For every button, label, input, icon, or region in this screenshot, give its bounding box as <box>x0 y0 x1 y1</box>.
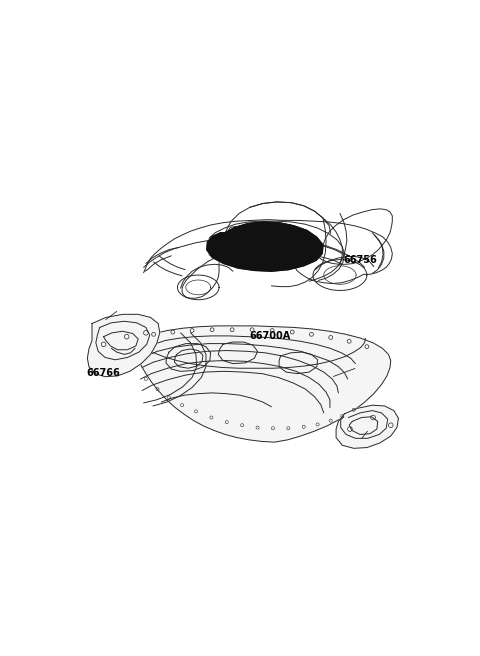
Text: 66700A: 66700A <box>250 331 291 341</box>
Polygon shape <box>336 405 398 448</box>
Polygon shape <box>133 326 391 442</box>
Text: 66756: 66756 <box>344 255 377 264</box>
Polygon shape <box>207 222 323 271</box>
Polygon shape <box>87 314 160 377</box>
Text: 66766: 66766 <box>87 368 120 378</box>
